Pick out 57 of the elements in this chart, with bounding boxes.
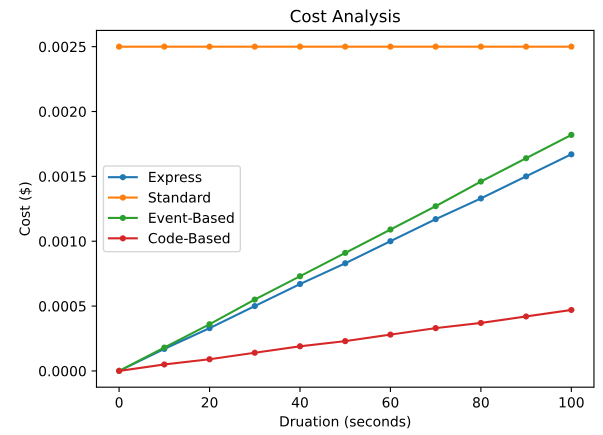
- legend-label: Event-Based: [149, 212, 234, 224]
- point: [296, 343, 304, 350]
- point: [568, 132, 574, 138]
- x-tick-label: 100: [560, 397, 584, 408]
- point: [161, 361, 168, 368]
- point: [522, 173, 530, 180]
- point: [296, 273, 304, 280]
- point: [522, 44, 530, 50]
- point: [568, 44, 574, 50]
- point: [206, 321, 213, 328]
- x-tick-label: 60: [382, 397, 398, 408]
- point: [387, 238, 394, 244]
- point: [296, 44, 304, 50]
- point: [478, 320, 484, 326]
- point: [522, 155, 530, 162]
- point: [252, 302, 258, 310]
- y-axis-title: Cost ($): [19, 182, 32, 236]
- y-tick-label: 0.0015: [39, 171, 86, 182]
- point: [342, 44, 348, 50]
- point: [387, 44, 394, 50]
- x-axis-title: Druation (seconds): [280, 416, 410, 428]
- point: [252, 296, 258, 303]
- legend-label: Code-Based: [148, 232, 230, 244]
- point: [342, 260, 348, 266]
- legend-label: Express: [149, 172, 202, 185]
- y-tick-label: 0.0020: [39, 106, 86, 117]
- point: [116, 44, 122, 50]
- point: [252, 350, 258, 356]
- point: [568, 151, 574, 158]
- y-tick-label: 0.0025: [39, 42, 86, 52]
- point: [568, 306, 574, 314]
- point: [252, 44, 258, 50]
- x-tick-label: 20: [202, 397, 218, 408]
- point: [432, 203, 439, 210]
- y-tick-label: 0.0000: [39, 366, 86, 376]
- point: [522, 313, 530, 320]
- point: [432, 44, 439, 50]
- point: [206, 44, 213, 50]
- point: [206, 356, 213, 362]
- point: [478, 178, 484, 185]
- y-tick-label: 0.0005: [39, 301, 86, 312]
- x-tick-label: 80: [473, 397, 489, 408]
- y-tick-label: 0.0010: [39, 236, 86, 247]
- point: [296, 280, 304, 288]
- point: [387, 226, 394, 233]
- point: [342, 338, 348, 344]
- point: [432, 216, 439, 222]
- point: [478, 44, 484, 50]
- x-tick-label: 40: [292, 397, 308, 408]
- point: [478, 195, 484, 202]
- point: [387, 331, 394, 338]
- point: [342, 250, 348, 256]
- x-tick-label: 0: [116, 397, 123, 408]
- chart-title: Cost Analysis: [290, 9, 400, 26]
- point: [432, 325, 439, 332]
- legend-label: Standard: [148, 192, 210, 203]
- point: [161, 44, 168, 50]
